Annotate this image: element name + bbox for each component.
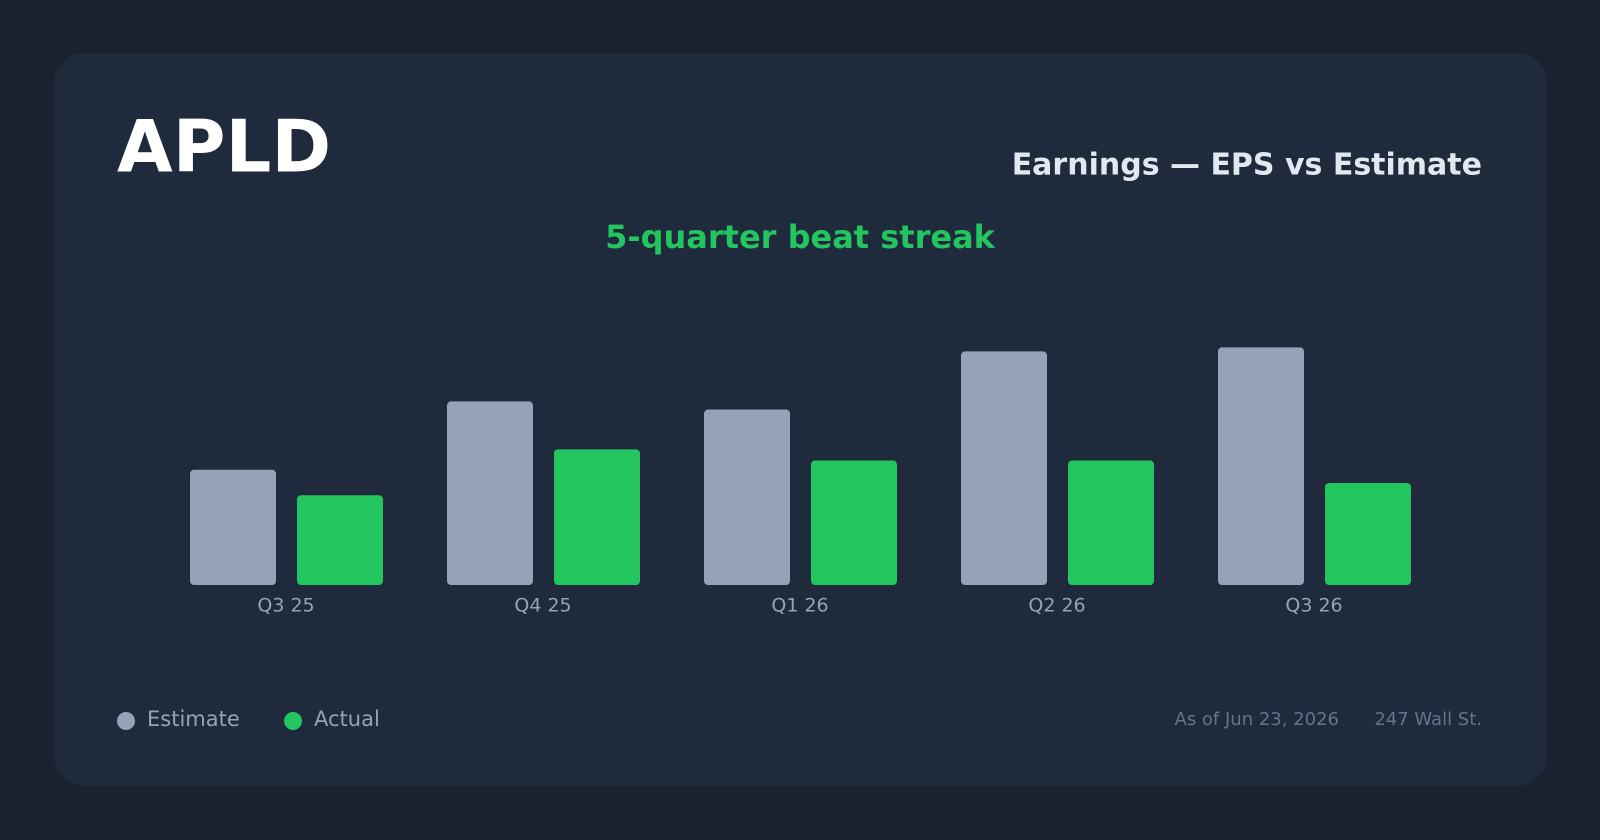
bar — [297, 495, 383, 585]
bar — [704, 409, 790, 585]
x-tick-label: Q3 25 — [257, 595, 314, 617]
x-tick-label: Q2 26 — [1028, 595, 1085, 617]
bar — [1218, 347, 1304, 585]
bar — [1068, 460, 1154, 585]
bar — [1325, 483, 1411, 585]
x-tick-label: Q4 25 — [514, 595, 571, 617]
annotation: 5-quarter beat streak — [605, 218, 996, 256]
bar — [190, 469, 276, 585]
x-tick-label: Q3 26 — [1285, 595, 1342, 617]
x-tick-label: Q1 26 — [771, 595, 828, 617]
legend-label: Actual — [314, 707, 380, 731]
bar — [447, 401, 533, 585]
bar — [961, 351, 1047, 585]
source: 247 Wall St. — [1374, 709, 1482, 730]
bar — [811, 460, 897, 585]
as-of: As of Jun 23, 2026 — [1175, 709, 1340, 730]
ticker: APLD — [117, 105, 331, 189]
legend-swatch — [117, 712, 135, 730]
bar — [554, 449, 640, 585]
card — [54, 53, 1547, 786]
legend-swatch — [284, 712, 302, 730]
chart-title: Earnings — EPS vs Estimate — [1012, 148, 1482, 183]
legend-label: Estimate — [147, 707, 240, 731]
